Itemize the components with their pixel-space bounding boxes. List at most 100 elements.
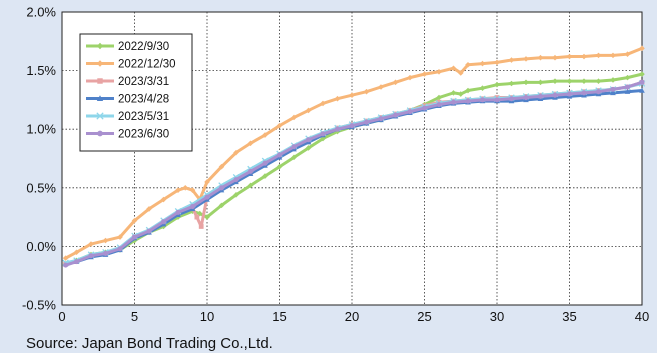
data-point <box>610 52 616 59</box>
data-point <box>88 253 94 259</box>
data-point <box>465 87 471 94</box>
data-point <box>624 84 631 90</box>
data-point <box>63 262 69 268</box>
data-point <box>508 57 515 63</box>
data-point <box>73 259 80 265</box>
data-point <box>320 135 326 142</box>
data-point <box>450 90 457 96</box>
data-point <box>96 112 104 120</box>
data-point <box>595 89 602 95</box>
data-point <box>581 78 587 84</box>
x-tick-label: 30 <box>490 309 504 324</box>
data-point <box>378 84 384 90</box>
data-point <box>96 60 104 67</box>
data-point <box>73 249 80 256</box>
legend-item: 2023/6/30 <box>86 129 169 141</box>
data-point <box>102 237 109 244</box>
data-point <box>610 77 616 83</box>
data-point <box>276 152 283 158</box>
data-point <box>262 132 268 138</box>
data-point <box>320 131 326 137</box>
data-point <box>131 217 138 224</box>
x-tick-label: 0 <box>58 309 65 324</box>
legend-label: 2023/6/30 <box>118 129 169 141</box>
data-point <box>175 209 181 215</box>
legend-label: 2023/4/28 <box>118 94 169 106</box>
data-point <box>595 78 602 84</box>
data-point <box>378 116 384 122</box>
data-point <box>436 94 442 101</box>
data-point <box>262 173 268 179</box>
data-point <box>218 185 225 191</box>
data-point <box>97 78 103 84</box>
data-point <box>276 122 283 129</box>
data-point <box>450 65 457 72</box>
data-point <box>334 126 341 132</box>
data-point <box>146 206 152 212</box>
data-point <box>479 60 486 67</box>
x-tick-label: 20 <box>345 309 359 324</box>
data-point <box>457 91 464 97</box>
data-point <box>218 202 225 209</box>
data-point <box>117 234 123 240</box>
data-point <box>62 255 69 261</box>
data-point <box>624 88 631 94</box>
data-point <box>566 78 573 84</box>
x-tick-label: 35 <box>562 309 576 324</box>
data-point <box>595 52 602 59</box>
series-5 <box>63 79 645 268</box>
data-point <box>233 177 239 183</box>
data-point <box>218 163 225 170</box>
legend-label: 2022/9/30 <box>118 41 169 53</box>
data-point <box>88 241 94 247</box>
data-point <box>305 107 312 114</box>
data-point <box>247 182 254 189</box>
data-point <box>610 90 616 96</box>
data-point <box>97 130 103 137</box>
data-point <box>581 53 587 60</box>
data-point <box>566 53 573 60</box>
legend-item: 2022/12/30 <box>86 59 176 71</box>
data-point <box>537 79 544 86</box>
legend: 2022/9/30 2022/12/30 2023/3/31 2023/4/28 202… <box>79 33 193 152</box>
x-tick-label: 10 <box>200 309 214 324</box>
data-point <box>508 96 515 102</box>
series-layer <box>62 45 646 268</box>
x-tick-label: 40 <box>635 309 649 324</box>
data-point <box>479 85 486 91</box>
data-point <box>581 90 587 96</box>
legend-item: 2023/5/31 <box>86 111 169 123</box>
data-point <box>189 187 196 193</box>
data-point <box>182 185 189 191</box>
data-point <box>204 194 210 200</box>
data-point <box>363 88 370 95</box>
legend-label: 2022/12/30 <box>118 59 176 71</box>
data-point <box>508 80 515 87</box>
data-point <box>320 100 326 107</box>
x-tick-label: 15 <box>272 309 286 324</box>
data-point <box>131 234 138 240</box>
data-point <box>198 224 204 229</box>
data-point <box>204 214 210 220</box>
source-note: Source: Japan Bond Trading Co.,Ltd. <box>26 335 273 352</box>
data-point <box>537 54 544 61</box>
data-point <box>194 214 200 220</box>
data-point <box>494 97 500 103</box>
data-point <box>552 92 558 98</box>
data-point <box>160 219 167 225</box>
data-point <box>639 79 645 85</box>
y-tick-label: 0.5% <box>26 180 56 195</box>
y-tick-label: -0.5% <box>22 298 56 313</box>
data-point <box>639 45 645 52</box>
data-point <box>305 137 312 143</box>
data-point <box>305 145 312 151</box>
data-point <box>349 123 355 129</box>
data-point <box>494 59 500 66</box>
data-point <box>363 119 370 125</box>
data-point <box>189 204 196 210</box>
data-point <box>291 154 297 161</box>
data-point <box>523 95 529 101</box>
y-tick-label: 0.0% <box>26 239 56 254</box>
data-point <box>639 87 645 93</box>
